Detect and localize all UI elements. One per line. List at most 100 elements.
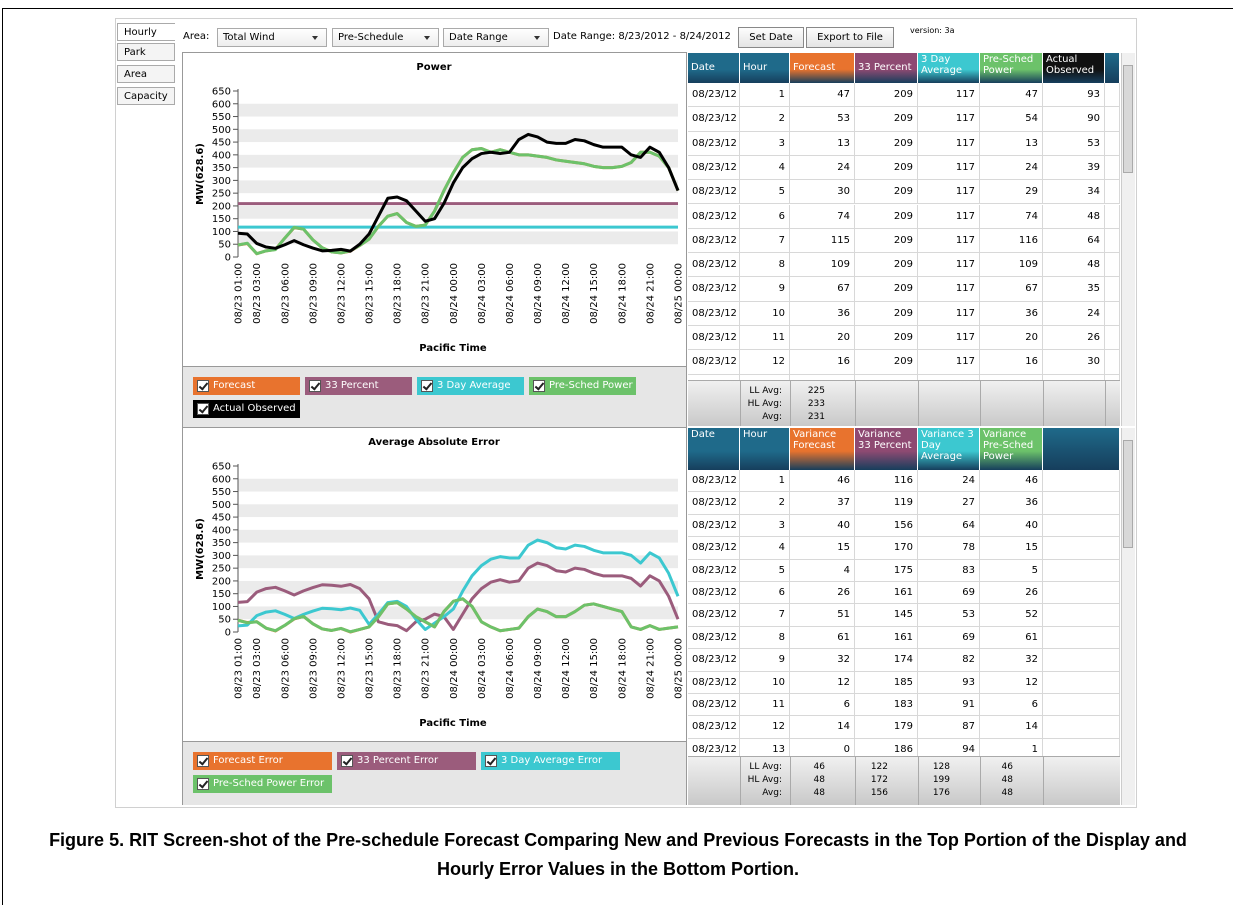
legend-checkbox	[197, 755, 209, 767]
y-tick-label: 450	[212, 513, 231, 524]
x-tick-label: 08/23 06:00	[280, 638, 291, 699]
table-cell: 161	[855, 626, 918, 650]
figure-caption: Figure 5. RIT Screen-shot of the Pre-sch…	[49, 830, 1187, 879]
x-tick-label: 08/23 21:00	[421, 638, 432, 699]
y-tick-label: 300	[212, 551, 231, 562]
legend-label: Pre-Sched Power Error	[213, 778, 325, 789]
dropdown[interactable]: Date Range	[443, 28, 549, 47]
footer-value: 48	[813, 775, 825, 785]
footer-divider	[855, 757, 856, 805]
table-cell: 54	[980, 107, 1043, 132]
table-cell: 69	[918, 626, 980, 650]
table-cell: 12	[740, 350, 790, 375]
area-label: Area:	[183, 31, 210, 42]
scroll-thumb[interactable]	[1123, 65, 1133, 173]
table-cell: 117	[918, 204, 980, 229]
y-tick-label: 100	[212, 227, 231, 238]
grid-band	[238, 231, 678, 245]
x-tick-label: 08/23 06:00	[280, 263, 291, 324]
table-cell: 117	[918, 107, 980, 132]
legend-label: Pre-Sched Power	[549, 380, 633, 391]
footer-value: 176	[932, 788, 950, 798]
table-cell: 209	[855, 204, 918, 229]
table-cell-blank	[1043, 492, 1120, 515]
table-cell-blank	[1105, 253, 1120, 278]
table-cell-blank	[1043, 582, 1120, 605]
grid-band	[238, 154, 678, 168]
legend-item[interactable]: Pre-Sched Power	[529, 377, 636, 395]
table-cell: 209	[855, 326, 918, 351]
table-cell: 51	[790, 604, 855, 627]
legend-item[interactable]: Pre-Sched Power Error	[193, 775, 332, 793]
table-cell-blank	[1105, 277, 1120, 302]
table-cell: 90	[1043, 107, 1105, 132]
legend-label: Forecast	[213, 380, 256, 391]
tab[interactable]: Park	[117, 43, 175, 61]
footer-divider	[918, 381, 919, 426]
table-cell: 16	[790, 350, 855, 375]
x-tick-label: 08/23 03:00	[252, 638, 263, 699]
table-cell: 1	[740, 83, 790, 108]
y-tick-label: 550	[212, 487, 231, 498]
version: version: 3a	[910, 26, 955, 35]
scrollbar[interactable]	[1121, 428, 1135, 805]
x-tick-label: 08/23 12:00	[336, 263, 347, 324]
scrollbar[interactable]	[1121, 53, 1135, 426]
grid-band	[238, 478, 678, 492]
table-cell: 185	[855, 671, 918, 694]
table-cell: 117	[918, 131, 980, 156]
legend-item[interactable]: Forecast Error	[193, 752, 332, 770]
table-cell: 08/23/12	[688, 301, 740, 326]
table-cell-blank	[1105, 204, 1120, 229]
button[interactable]: Set Date	[738, 27, 804, 48]
dropdown[interactable]: Total Wind	[217, 28, 327, 47]
button[interactable]: Export to File	[806, 27, 894, 48]
x-tick-label: 08/25 00:00	[674, 638, 685, 699]
legend-item[interactable]: 33 Percent Error	[337, 752, 476, 770]
table-cell: 11	[740, 326, 790, 351]
legend-label: 33 Percent	[325, 380, 379, 391]
data-table: Date Hour Variance Forecast Variance 33 Per…	[688, 428, 1120, 805]
legend-item[interactable]: 33 Percent	[305, 377, 412, 395]
tab[interactable]: Hourly	[117, 23, 175, 41]
table-cell: 32	[790, 649, 855, 672]
y-tick-label: 200	[212, 576, 231, 587]
footer-divider	[790, 381, 791, 426]
legend-item[interactable]: 3 Day Average Error	[481, 752, 620, 770]
table-cell: 11	[740, 694, 790, 717]
table-cell: 34	[1043, 180, 1105, 205]
table-cell: 08/23/12	[688, 694, 740, 717]
footer-divider	[980, 381, 981, 426]
table-cell: 67	[980, 277, 1043, 302]
table-cell: 83	[918, 559, 980, 582]
footer-label: LL Avg:	[749, 386, 782, 396]
footer-divider	[980, 757, 981, 805]
grid-band	[238, 129, 678, 143]
column-header: Variance 3 Day Average	[918, 428, 980, 470]
footer-value: 156	[870, 788, 888, 798]
scroll-thumb[interactable]	[1123, 440, 1133, 548]
table-cell-blank	[1105, 131, 1120, 156]
x-tick-label: 08/24 00:00	[449, 638, 460, 699]
table-cell: 3	[740, 131, 790, 156]
table-cell: 16	[980, 350, 1043, 375]
x-tick-label: 08/25 00:00	[674, 263, 685, 324]
tab[interactable]: Capacity	[117, 87, 175, 105]
dropdown[interactable]: Pre-Schedule	[332, 28, 439, 47]
y-tick-label: 500	[212, 125, 231, 136]
y-tick-label: 50	[218, 240, 231, 251]
x-tick-label: 08/23 01:00	[234, 263, 245, 324]
legend-item[interactable]: Actual Observed	[193, 400, 300, 418]
table-cell: 8	[740, 253, 790, 278]
x-tick-label: 08/23 09:00	[308, 638, 319, 699]
tab[interactable]: Area	[117, 65, 175, 83]
x-tick-label: 08/24 12:00	[561, 638, 572, 699]
column-header: Variance Forecast	[790, 428, 855, 470]
table-cell: 156	[855, 514, 918, 538]
footer-label: HL Avg:	[747, 775, 782, 785]
table-cell: 209	[855, 253, 918, 278]
legend-item[interactable]: 3 Day Average	[417, 377, 524, 395]
legend-item[interactable]: Forecast	[193, 377, 300, 395]
legend-checkbox	[309, 380, 321, 392]
y-tick-label: 650	[212, 87, 231, 98]
